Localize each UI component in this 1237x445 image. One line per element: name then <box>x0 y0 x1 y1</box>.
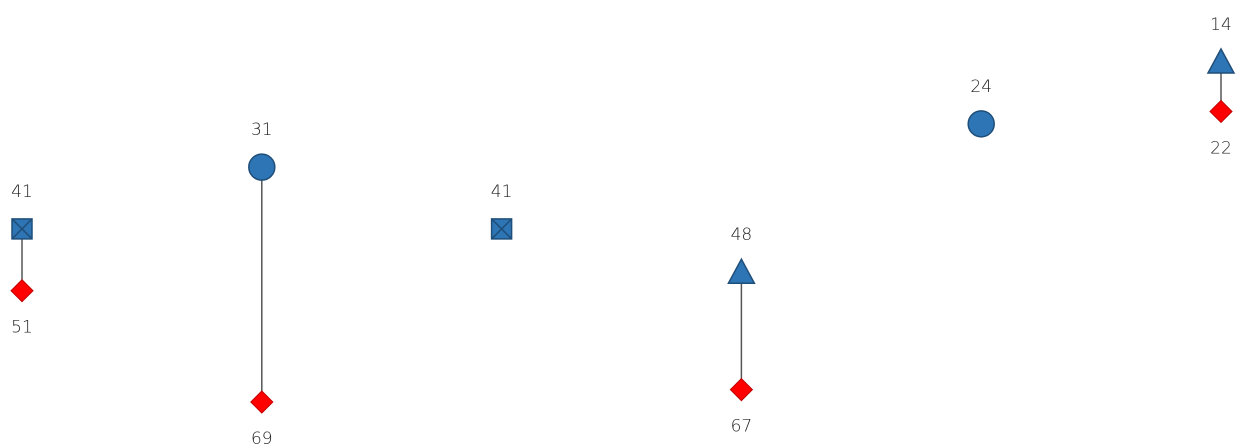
end-value-label-4: 67 <box>731 417 753 437</box>
start-marker-1 <box>11 218 33 240</box>
end-marker-1 <box>10 279 34 303</box>
start-marker-5 <box>967 110 995 138</box>
start-marker-2 <box>248 153 276 181</box>
start-marker-4 <box>727 257 756 284</box>
start-value-label-4: 48 <box>731 225 753 245</box>
start-value-label-3: 41 <box>491 182 513 202</box>
marker-layer <box>10 47 1236 414</box>
end-value-label-1: 51 <box>11 318 33 338</box>
start-value-label-6: 14 <box>1210 15 1232 35</box>
start-marker-1-cross-b <box>11 218 33 240</box>
connector-layer <box>21 62 1222 402</box>
end-marker-6 <box>1209 99 1233 124</box>
start-marker-6 <box>1206 47 1236 74</box>
end-value-label-6: 22 <box>1210 138 1232 158</box>
start-marker-3-cross-b <box>491 218 513 240</box>
end-value-label-2: 69 <box>251 429 273 445</box>
start-value-label-2: 31 <box>251 120 273 140</box>
start-marker-3 <box>490 218 513 240</box>
label-layer: 41 51 31 69 41 48 67 24 14 22 <box>11 15 1232 445</box>
end-marker-2 <box>250 390 274 414</box>
start-value-label-5: 24 <box>970 77 992 97</box>
end-marker-4 <box>729 377 754 402</box>
start-value-label-1: 41 <box>11 182 33 202</box>
